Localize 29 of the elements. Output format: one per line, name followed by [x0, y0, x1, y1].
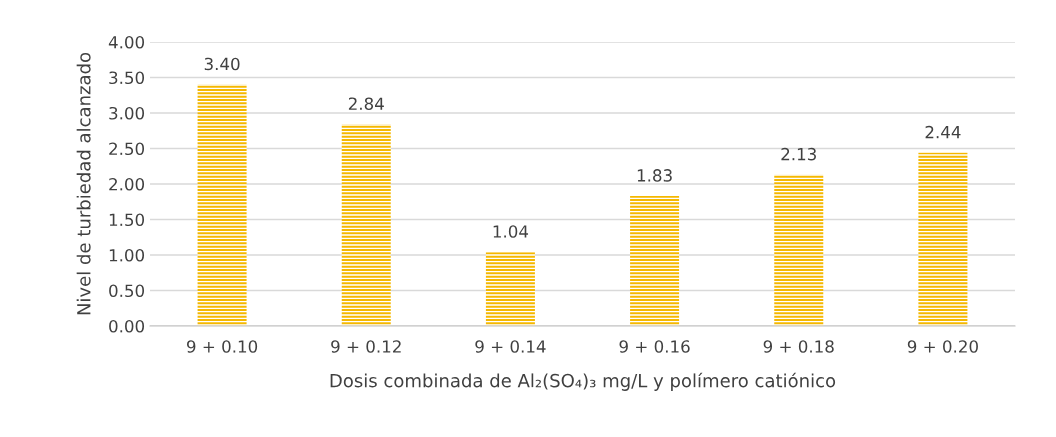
- y-axis-title: Nivel de turbiedad alcanzado: [76, 52, 91, 315]
- bar: [774, 174, 824, 326]
- x-tick-label: 9 + 0.20: [907, 340, 978, 353]
- data-label: 1.83: [637, 169, 672, 182]
- x-tick-label: 9 + 0.18: [763, 340, 834, 353]
- x-axis-title: Dosis combinada de Al₂(SO₄)₃ mg/L y polímero catiónico: [330, 372, 836, 391]
- x-tick-label: 9 + 0.14: [475, 340, 546, 353]
- data-label: 2.44: [925, 125, 961, 139]
- y-tick-label: 1.50: [109, 213, 145, 227]
- y-tick-label: 0.50: [109, 284, 145, 298]
- x-tick-label: 9 + 0.16: [619, 340, 690, 353]
- data-label: 2.84: [348, 97, 384, 111]
- bar: [630, 196, 680, 326]
- y-tick-label: 3.50: [109, 71, 145, 85]
- data-label: 2.13: [781, 147, 816, 161]
- y-tick-label: 1.00: [109, 248, 145, 262]
- bar: [197, 84, 247, 326]
- y-tick-label: 3.00: [109, 106, 145, 120]
- bar: [918, 152, 968, 326]
- x-tick-label: 9 + 0.10: [187, 340, 258, 353]
- y-tick-label: 0.00: [109, 319, 145, 333]
- y-tick-label: 4.00: [108, 35, 145, 49]
- data-label: 1.04: [493, 225, 529, 238]
- y-tick-label: 2.00: [109, 177, 145, 191]
- bar: [485, 252, 535, 326]
- data-label: 3.40: [204, 57, 240, 71]
- bar: [341, 124, 391, 326]
- x-tick-label: 9 + 0.12: [331, 340, 401, 353]
- y-tick-label: 2.50: [109, 142, 145, 156]
